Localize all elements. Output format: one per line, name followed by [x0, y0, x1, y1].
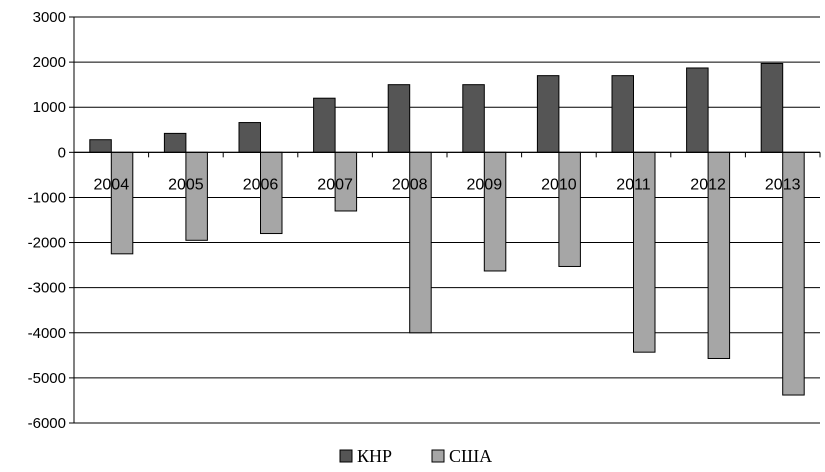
- x-tick-label: 2009: [467, 176, 503, 193]
- bar-series2-2009: [483, 151, 507, 272]
- bar-series1-2009: [462, 84, 485, 153]
- y-tick-label: 2000: [33, 54, 66, 71]
- bar-series2-2004: [110, 151, 134, 255]
- bar-series1-2008: [387, 84, 411, 153]
- bar-series1-2007: [313, 97, 336, 153]
- x-tick-label: 2013: [765, 176, 801, 193]
- y-tick-label: -5000: [28, 370, 66, 387]
- x-tick-label: 2006: [243, 176, 279, 193]
- bar-series2-2010: [558, 151, 581, 267]
- y-tick-label: 1000: [33, 99, 66, 116]
- x-tick-label: 2012: [690, 176, 726, 193]
- bar-series1-2012: [686, 67, 709, 153]
- x-tick-label: 2010: [541, 176, 577, 193]
- legend-swatch: [339, 449, 353, 463]
- x-tick-label: 2004: [94, 176, 130, 193]
- legend-label: КНР: [357, 446, 392, 466]
- y-tick-label: -4000: [28, 325, 66, 342]
- y-tick-label: 3000: [33, 9, 66, 26]
- x-tick-label: 2007: [317, 176, 353, 193]
- y-tick-label: -2000: [28, 235, 66, 252]
- legend-label: США: [449, 446, 492, 466]
- bar-series1-2006: [238, 122, 261, 153]
- bars: [89, 62, 805, 396]
- bar-series1-2004: [89, 139, 112, 153]
- y-tick-label: -6000: [28, 415, 66, 432]
- x-tick-label: 2005: [168, 176, 204, 193]
- y-tick-label: 0: [58, 144, 66, 161]
- x-tick-label: 2008: [392, 176, 428, 193]
- bar-series1-2011: [611, 75, 634, 153]
- bar-series1-2010: [536, 75, 560, 153]
- legend-swatch: [431, 449, 445, 463]
- legend: КНР США: [339, 446, 492, 466]
- axes: [69, 16, 821, 424]
- bar-series1-2005: [163, 132, 187, 153]
- bar-series1-2013: [760, 62, 784, 153]
- bar-series2-2005: [185, 151, 208, 241]
- x-tick-label: 2011: [616, 176, 651, 193]
- labels: 3000 2000 1000 0 -1000 -2000 -3000 -4000 -5000 -6…: [28, 9, 801, 432]
- y-tick-label: -3000: [28, 280, 66, 297]
- y-tick-label: -1000: [28, 189, 66, 206]
